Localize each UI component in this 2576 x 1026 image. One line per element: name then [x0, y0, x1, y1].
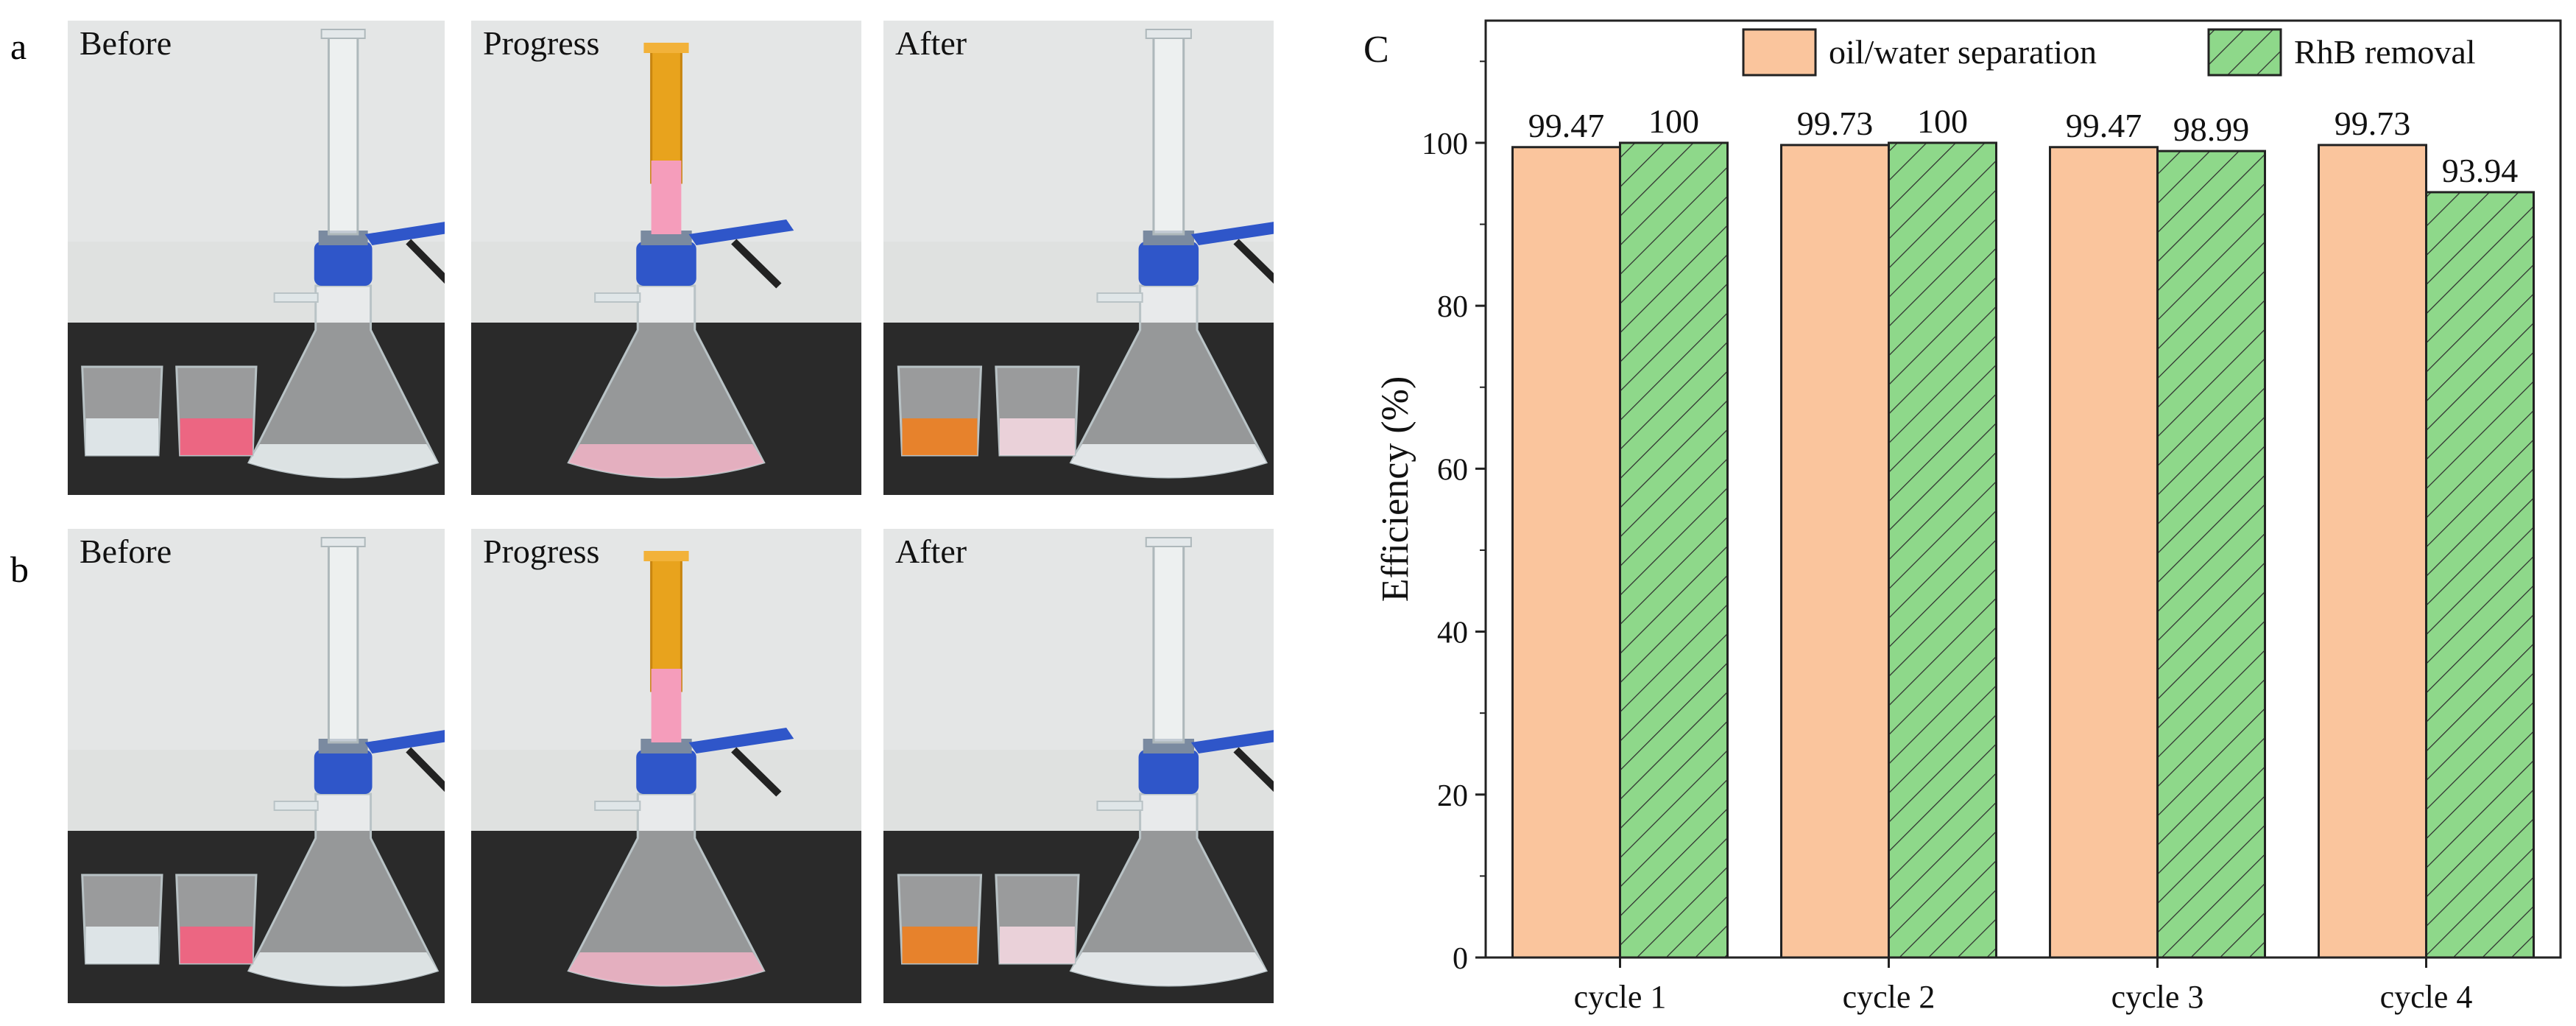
bar-rhb [1888, 141, 1997, 959]
photo-a-before: Before [68, 21, 445, 495]
bar-oil-water [2049, 146, 2159, 959]
photo-label: After [895, 533, 967, 570]
photo-b-after: After [883, 529, 1274, 1003]
panel-a-letter: a [10, 26, 27, 67]
y-axis-label: Efficiency (%) [1375, 376, 1416, 602]
data-label: 99.73 [2335, 105, 2411, 142]
photo-b-progress: Progress [471, 529, 861, 1003]
legend-swatch-rhb [2207, 28, 2282, 77]
data-label: 99.47 [1528, 107, 1605, 144]
bar-oil-water [1511, 146, 1621, 959]
legend-label: RhB removal [2294, 33, 2476, 71]
legend-swatch-oil-water [1742, 28, 1817, 77]
panel-c-letter: C [1363, 29, 1389, 71]
bar-oil-water [2318, 144, 2427, 959]
legend-label: oil/water separation [1829, 33, 2097, 71]
y-tick-label: 80 [1437, 290, 1468, 324]
y-tick-label: 60 [1437, 453, 1468, 487]
x-tick-label: cycle 1 [1574, 979, 1667, 1015]
x-tick-label: cycle 3 [2111, 979, 2204, 1015]
photo-b-before: Before [68, 529, 445, 1003]
bar-rhb [1619, 141, 1729, 959]
photo-label: Before [80, 533, 172, 570]
y-tick-label: 0 [1453, 942, 1468, 976]
bar-oil-water [1780, 144, 1890, 959]
data-label: 100 [1648, 102, 1699, 140]
photo-label: Progress [483, 533, 600, 570]
data-label: 99.73 [1797, 105, 1874, 142]
photo-label: Progress [483, 24, 600, 62]
photo-label: After [895, 24, 967, 62]
plot-frame [1484, 19, 2562, 959]
data-label: 100 [1917, 102, 1968, 140]
photo-label: Before [80, 24, 172, 62]
x-tick-label: cycle 2 [1843, 979, 1935, 1015]
bar-rhb [2156, 150, 2266, 959]
y-tick-label: 20 [1437, 779, 1468, 813]
data-label: 99.47 [2066, 107, 2142, 144]
photo-a-progress: Progress [471, 21, 861, 495]
bar-rhb [2425, 191, 2535, 959]
y-tick-label: 40 [1437, 616, 1468, 650]
photo-a-after: After [883, 21, 1274, 495]
data-label: 93.94 [2442, 152, 2519, 189]
y-tick-label: 100 [1422, 127, 1468, 161]
bar-chart: C 0 20 40 60 80 100 Efficiency (%) 99.47 100 cycl… [1363, 19, 2562, 1015]
panel-b-letter: b [10, 549, 29, 590]
data-label: 98.99 [2173, 110, 2250, 148]
x-tick-label: cycle 4 [2380, 979, 2473, 1015]
